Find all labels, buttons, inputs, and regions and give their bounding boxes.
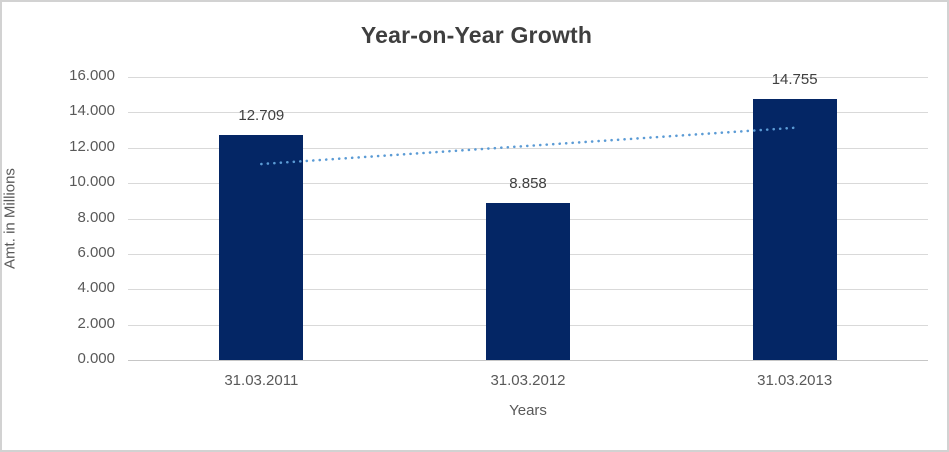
x-axis-tick-label: 31.03.2011 bbox=[224, 372, 299, 389]
y-axis-tick-label: 4.000 bbox=[77, 279, 115, 297]
y-axis-title: Amt. in Millions bbox=[1, 168, 19, 269]
x-axis-tick-label: 31.03.2012 bbox=[490, 372, 566, 389]
data-label: 14.755 bbox=[771, 71, 818, 89]
y-axis-tick-label: 2.000 bbox=[77, 314, 115, 332]
plot-area bbox=[128, 77, 928, 361]
x-axis-tick-label: 31.03.2013 bbox=[757, 372, 833, 389]
data-label: 8.858 bbox=[509, 175, 547, 193]
y-axis-tick-label: 16.000 bbox=[69, 67, 115, 84]
chart-title: Year-on-Year Growth bbox=[360, 22, 593, 48]
gridline bbox=[128, 77, 928, 78]
bar-31.03.2011 bbox=[219, 135, 304, 360]
y-axis-tick-label: 14.000 bbox=[69, 102, 115, 120]
y-axis-tick-label: 6.000 bbox=[77, 243, 115, 261]
gridline bbox=[128, 147, 928, 149]
gridline bbox=[128, 112, 928, 114]
bar-31.03.2013 bbox=[752, 99, 837, 360]
y-axis-tick-label: 10.000 bbox=[69, 173, 115, 191]
gridline bbox=[128, 183, 928, 185]
trendline bbox=[260, 126, 796, 166]
y-axis-tick-label: 12.000 bbox=[69, 137, 115, 155]
y-axis-tick-label: 8.000 bbox=[77, 208, 115, 226]
bar-31.03.2012 bbox=[486, 203, 570, 360]
x-axis-line bbox=[128, 360, 928, 361]
y-axis-tick-label: 0.000 bbox=[77, 350, 115, 367]
x-axis-title: Years bbox=[509, 402, 547, 419]
data-label: 12.709 bbox=[238, 107, 285, 125]
